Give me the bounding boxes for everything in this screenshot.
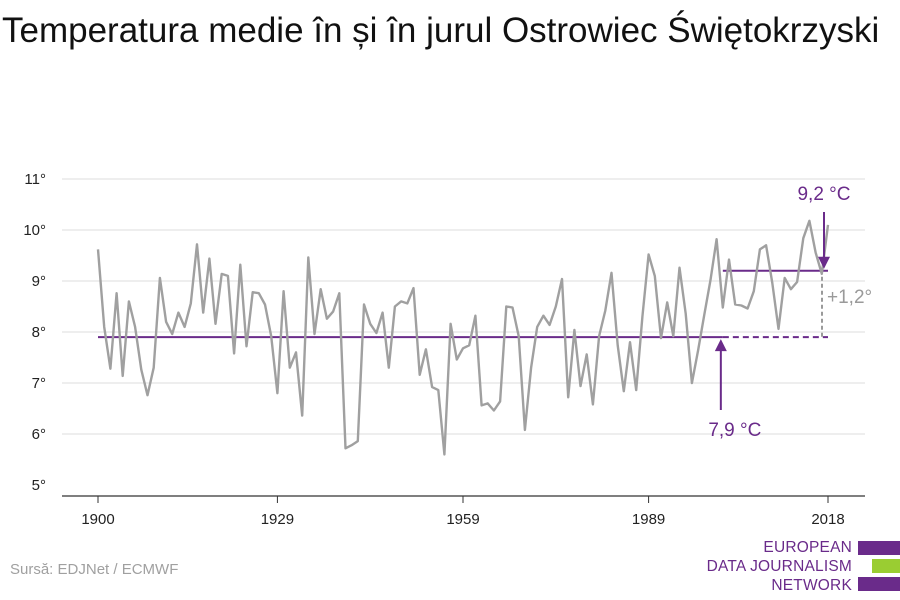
logo-bar-purple-bottom: [858, 577, 900, 591]
recent-mean-arrow-head: [818, 256, 830, 269]
annotations: 9,2 °C 7,9 °C +1,2°: [708, 184, 872, 441]
x-tick-label-1900: 1900: [81, 511, 114, 528]
logo-line-3: NETWORK: [771, 577, 852, 594]
difference-label: +1,2°: [827, 287, 872, 308]
y-tick-label-5: 5°: [32, 477, 46, 494]
temperature-series-line: [96, 219, 830, 456]
reference-lines: [98, 269, 828, 339]
source-note: Sursă: EDJNet / ECMWF: [10, 561, 179, 578]
x-tick-label-1989: 1989: [632, 511, 665, 528]
recent-mean-label: 9,2 °C: [797, 184, 850, 205]
chart-title: Temperatura medie în și în jurul Ostrowi…: [2, 11, 880, 50]
logo-line-1: EUROPEAN: [763, 539, 852, 556]
baseline-label: 7,9 °C: [708, 420, 761, 441]
x-tick-label-2018: 2018: [811, 511, 844, 528]
logo-bar-green: [872, 559, 900, 573]
x-tick-label-1959: 1959: [446, 511, 479, 528]
y-tick-label-8: 8°: [32, 324, 46, 341]
y-tick-label-9: 9°: [32, 273, 46, 290]
y-tick-label-10: 10°: [23, 222, 46, 239]
logo-bar-purple-top: [858, 541, 900, 555]
grid-lines: [62, 178, 865, 435]
x-ticks: 1900 1929 1959 1989 2018: [81, 496, 845, 528]
y-tick-labels: 5° 6° 7° 8° 9° 10° 11°: [23, 171, 46, 494]
y-tick-label-6: 6°: [32, 426, 46, 443]
y-tick-label-11: 11°: [24, 171, 46, 188]
y-tick-label-7: 7°: [32, 375, 46, 392]
x-tick-label-1929: 1929: [261, 511, 294, 528]
logo-line-2: DATA JOURNALISM: [706, 558, 852, 575]
edjnet-logo: EUROPEAN DATA JOURNALISM NETWORK: [700, 538, 900, 598]
baseline-arrow-head: [714, 339, 727, 352]
